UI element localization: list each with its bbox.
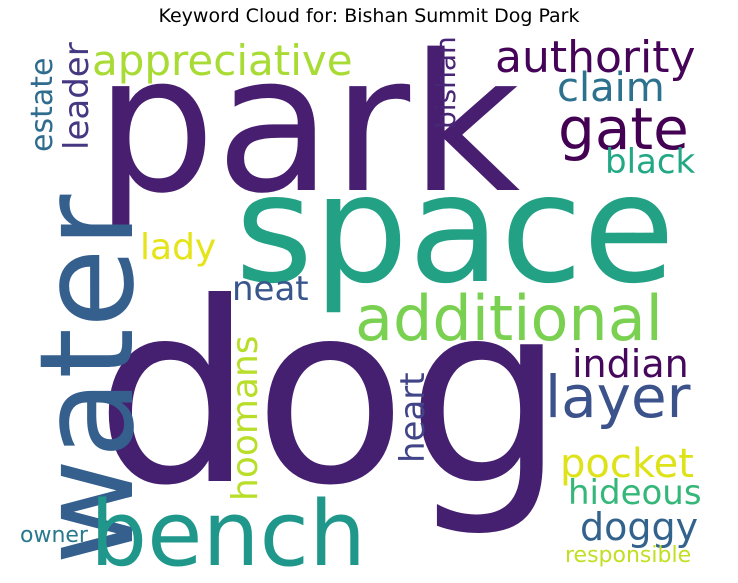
word-bishan: bishan	[429, 36, 462, 129]
word-black: black	[605, 142, 696, 182]
word-heart: heart	[393, 372, 433, 463]
word-indian: indian	[572, 342, 689, 386]
word-cloud: park space dog water bench additional apprecia…	[18, 33, 726, 575]
word-dog: dog	[95, 249, 566, 540]
word-pocket: pocket	[560, 441, 694, 487]
word-additional: additional	[355, 282, 663, 355]
word-estate: estate	[25, 57, 60, 152]
word-park: park	[95, 33, 521, 235]
word-gate: gate	[558, 95, 689, 163]
word-responsible: responsible	[565, 543, 692, 568]
word-doggy: doggy	[580, 505, 699, 549]
word-lady: lady	[140, 227, 217, 268]
word-hideous: hideous	[568, 473, 702, 513]
word-claim: claim	[557, 65, 665, 111]
chart-title: Keyword Cloud for: Bishan Summit Dog Par…	[158, 5, 580, 27]
word-space: space	[235, 143, 676, 317]
word-authority: authority	[495, 33, 696, 83]
word-layer: layer	[545, 363, 691, 431]
word-owner: owner	[20, 523, 88, 548]
word-bench: bench	[90, 482, 367, 576]
word-hoomans: hoomans	[225, 335, 266, 501]
word-neat: neat	[232, 269, 309, 309]
word-leader: leader	[57, 42, 97, 150]
word-appreciative: appreciative	[92, 36, 353, 85]
